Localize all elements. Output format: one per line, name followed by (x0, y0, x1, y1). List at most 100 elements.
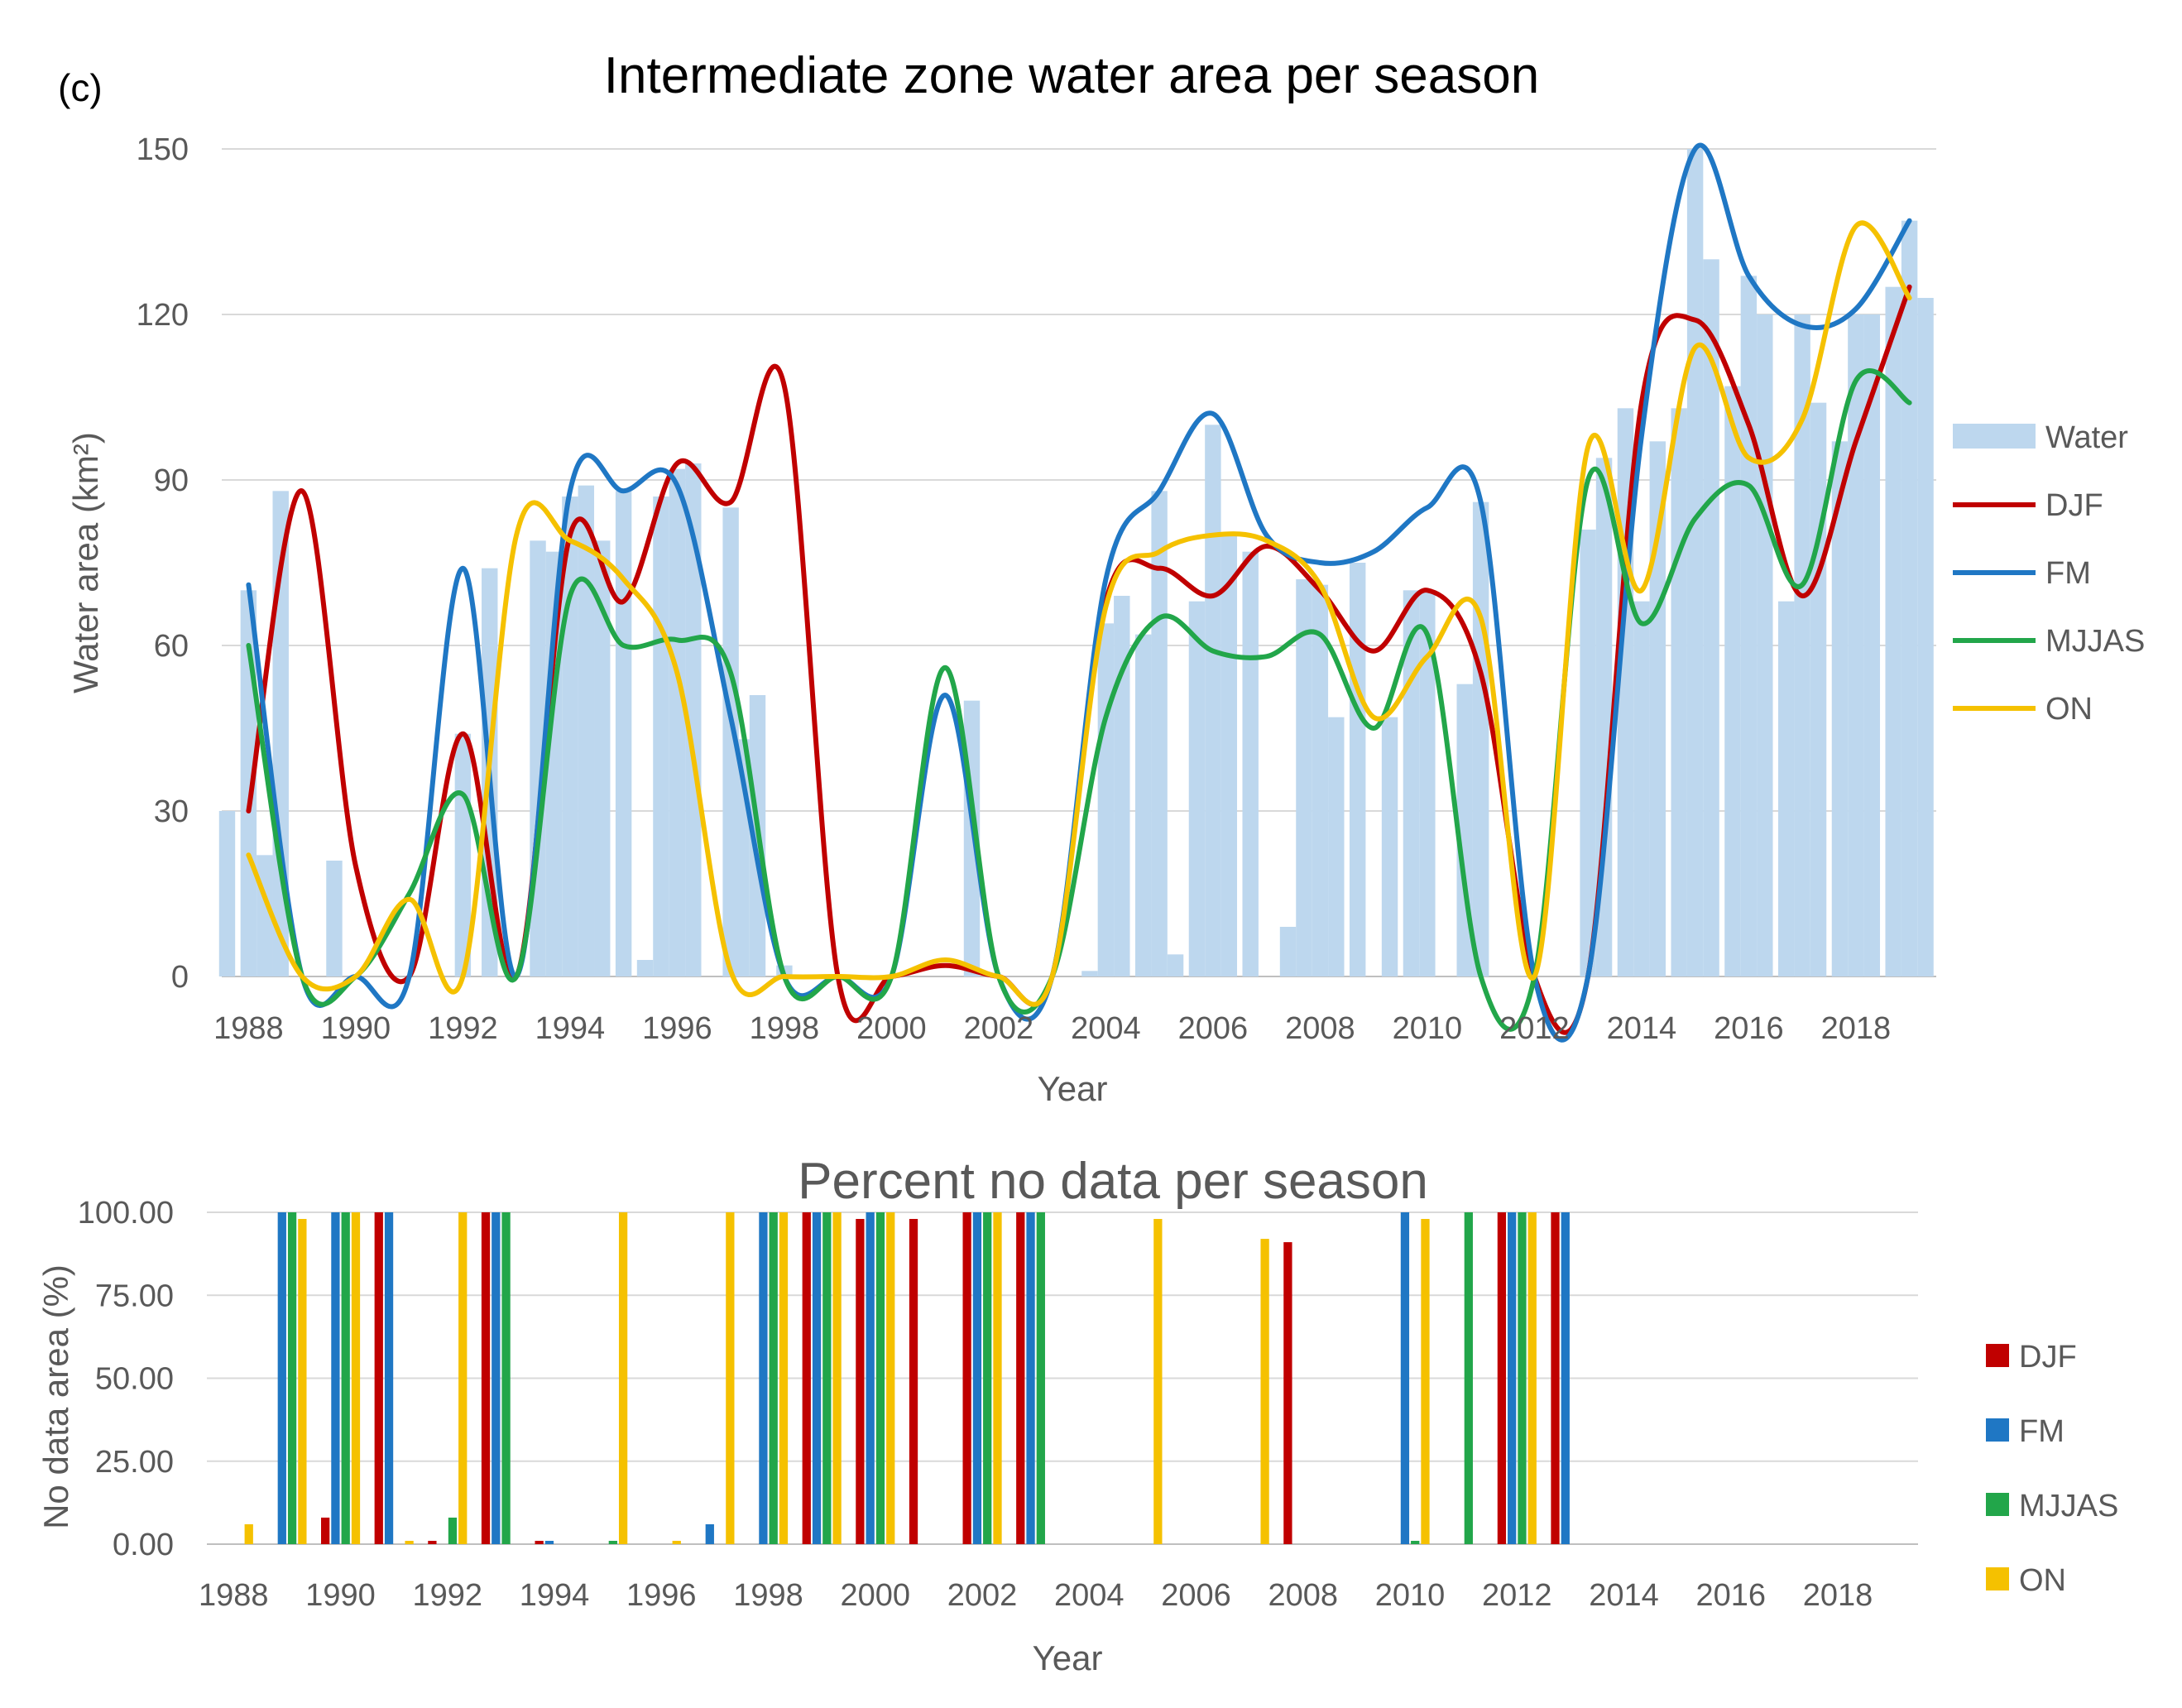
bottom-y-tick-label: 25.00 (95, 1445, 174, 1480)
nodata-bar-mjjas (1518, 1212, 1527, 1544)
water-bar (326, 861, 343, 976)
nodata-bar-djf (428, 1540, 437, 1544)
water-bar (218, 811, 236, 976)
nodata-bar-on (672, 1540, 681, 1544)
water-bar (1901, 220, 1918, 977)
water-bar (1472, 501, 1489, 976)
water-bar (1220, 535, 1238, 976)
nodata-bar-fm (705, 1523, 714, 1544)
legend-item-water: Water (1953, 420, 2128, 455)
top-y-tick-label: 0 (171, 960, 189, 995)
bottom-legend-item-fm: FM (1986, 1414, 2065, 1449)
water-bar (1296, 579, 1312, 976)
legend-label-djf: DJF (2045, 488, 2103, 523)
bottom-legend-label-on: ON (2019, 1563, 2066, 1598)
nodata-bar-djf (1016, 1212, 1025, 1544)
legend-item-djf: DJF (1953, 488, 2103, 523)
bottom-legend-swatch-fm (1986, 1418, 2009, 1442)
bottom-legend-item-on: ON (1986, 1563, 2066, 1598)
water-bar (1114, 596, 1130, 976)
top-x-tick-label: 1996 (642, 1011, 712, 1046)
top-chart: Intermediate zone water area per season … (66, 47, 2145, 1108)
top-x-tick-label: 2010 (1393, 1011, 1463, 1046)
nodata-bar-mjjas (1036, 1212, 1045, 1544)
nodata-bar-djf (962, 1212, 971, 1544)
series-line-on (246, 220, 1912, 1007)
water-bar (1312, 584, 1329, 976)
water-bar (1097, 623, 1115, 976)
water-bar (1740, 276, 1758, 976)
water-bar (1777, 601, 1795, 976)
top-y-tick-label: 120 (137, 298, 189, 333)
nodata-bar-on (993, 1212, 1002, 1544)
water-bar (578, 485, 595, 976)
bottom-legend-swatch-djf (1986, 1344, 2009, 1367)
water-bar (1863, 314, 1881, 976)
nodata-bar-djf (1551, 1212, 1560, 1544)
nodata-bar-fm (384, 1212, 394, 1544)
top-legend: Water DJF FM MJJAS ON (1953, 420, 2145, 727)
water-bar (1848, 314, 1864, 976)
nodata-bar-mjjas (448, 1517, 458, 1544)
water-bar (1757, 314, 1773, 976)
nodata-bar-djf (909, 1219, 918, 1544)
nodata-bar-on (618, 1212, 628, 1544)
water-bar (1167, 954, 1184, 976)
top-y-tick-labels: 0 30 60 90 120 150 (137, 132, 189, 995)
top-chart-title: Intermediate zone water area per season (604, 47, 1539, 104)
bottom-legend-swatch-on (1986, 1567, 2009, 1590)
legend-label-water: Water (2045, 420, 2128, 455)
bottom-x-tick-label: 2014 (1589, 1578, 1659, 1613)
top-x-tick-label: 2002 (964, 1011, 1034, 1046)
nodata-bar-fm (1026, 1212, 1035, 1544)
bottom-x-tick-label: 1992 (413, 1578, 483, 1613)
nodata-bar-on (1260, 1239, 1269, 1544)
nodata-bar-mjjas (769, 1212, 778, 1544)
nodata-bar-mjjas (983, 1212, 992, 1544)
nodata-bar-djf (321, 1517, 330, 1544)
nodata-bar-mjjas (341, 1212, 350, 1544)
nodata-bar-fm (972, 1212, 982, 1544)
nodata-bar-fm (492, 1212, 501, 1544)
water-bar (1633, 601, 1650, 976)
nodata-bar-on (298, 1219, 307, 1544)
water-bar (594, 540, 611, 976)
nodata-bar-djf (802, 1212, 811, 1544)
water-bar (1671, 408, 1687, 976)
top-x-tick-label: 2008 (1285, 1011, 1355, 1046)
nodata-bar-mjjas (501, 1212, 511, 1544)
nodata-bar-djf (856, 1219, 865, 1544)
top-x-tick-label: 1992 (428, 1011, 498, 1046)
top-x-tick-label: 2016 (1714, 1011, 1784, 1046)
legend-item-on: ON (1953, 692, 2093, 727)
bottom-x-tick-label: 2006 (1161, 1578, 1231, 1613)
legend-label-mjjas: MJJAS (2045, 624, 2145, 659)
bottom-y-tick-label: 50.00 (95, 1362, 174, 1397)
nodata-bar-on (244, 1523, 253, 1544)
water-bar (1917, 298, 1934, 976)
water-bar (1381, 717, 1398, 976)
water-bar (1703, 259, 1719, 976)
bottom-x-tick-label: 2016 (1696, 1578, 1767, 1613)
water-bar (1419, 590, 1436, 976)
water-bar (1724, 386, 1741, 977)
legend-swatch-water (1953, 424, 2036, 449)
bottom-x-tick-label: 2004 (1054, 1578, 1125, 1613)
nodata-bar-fm (812, 1212, 822, 1544)
nodata-bar-mjjas (875, 1212, 885, 1544)
nodata-bar-djf (481, 1212, 491, 1544)
water-bar (1205, 425, 1221, 976)
bottom-y-axis-label: No data area (%) (36, 1264, 75, 1529)
nodata-bar-mjjas (1464, 1212, 1473, 1544)
water-bar (1134, 634, 1152, 976)
top-x-tick-label: 1988 (213, 1011, 284, 1046)
nodata-bar-mjjas (1411, 1540, 1420, 1544)
nodata-bar-djf (1283, 1242, 1292, 1544)
legend-label-on: ON (2045, 692, 2093, 727)
bottom-x-tick-label: 2000 (841, 1578, 911, 1613)
legend-label-fm: FM (2045, 556, 2091, 591)
bottom-chart-title: Percent no data per season (798, 1153, 1428, 1210)
water-bar (1794, 314, 1810, 976)
nodata-bar-on (1421, 1219, 1430, 1544)
